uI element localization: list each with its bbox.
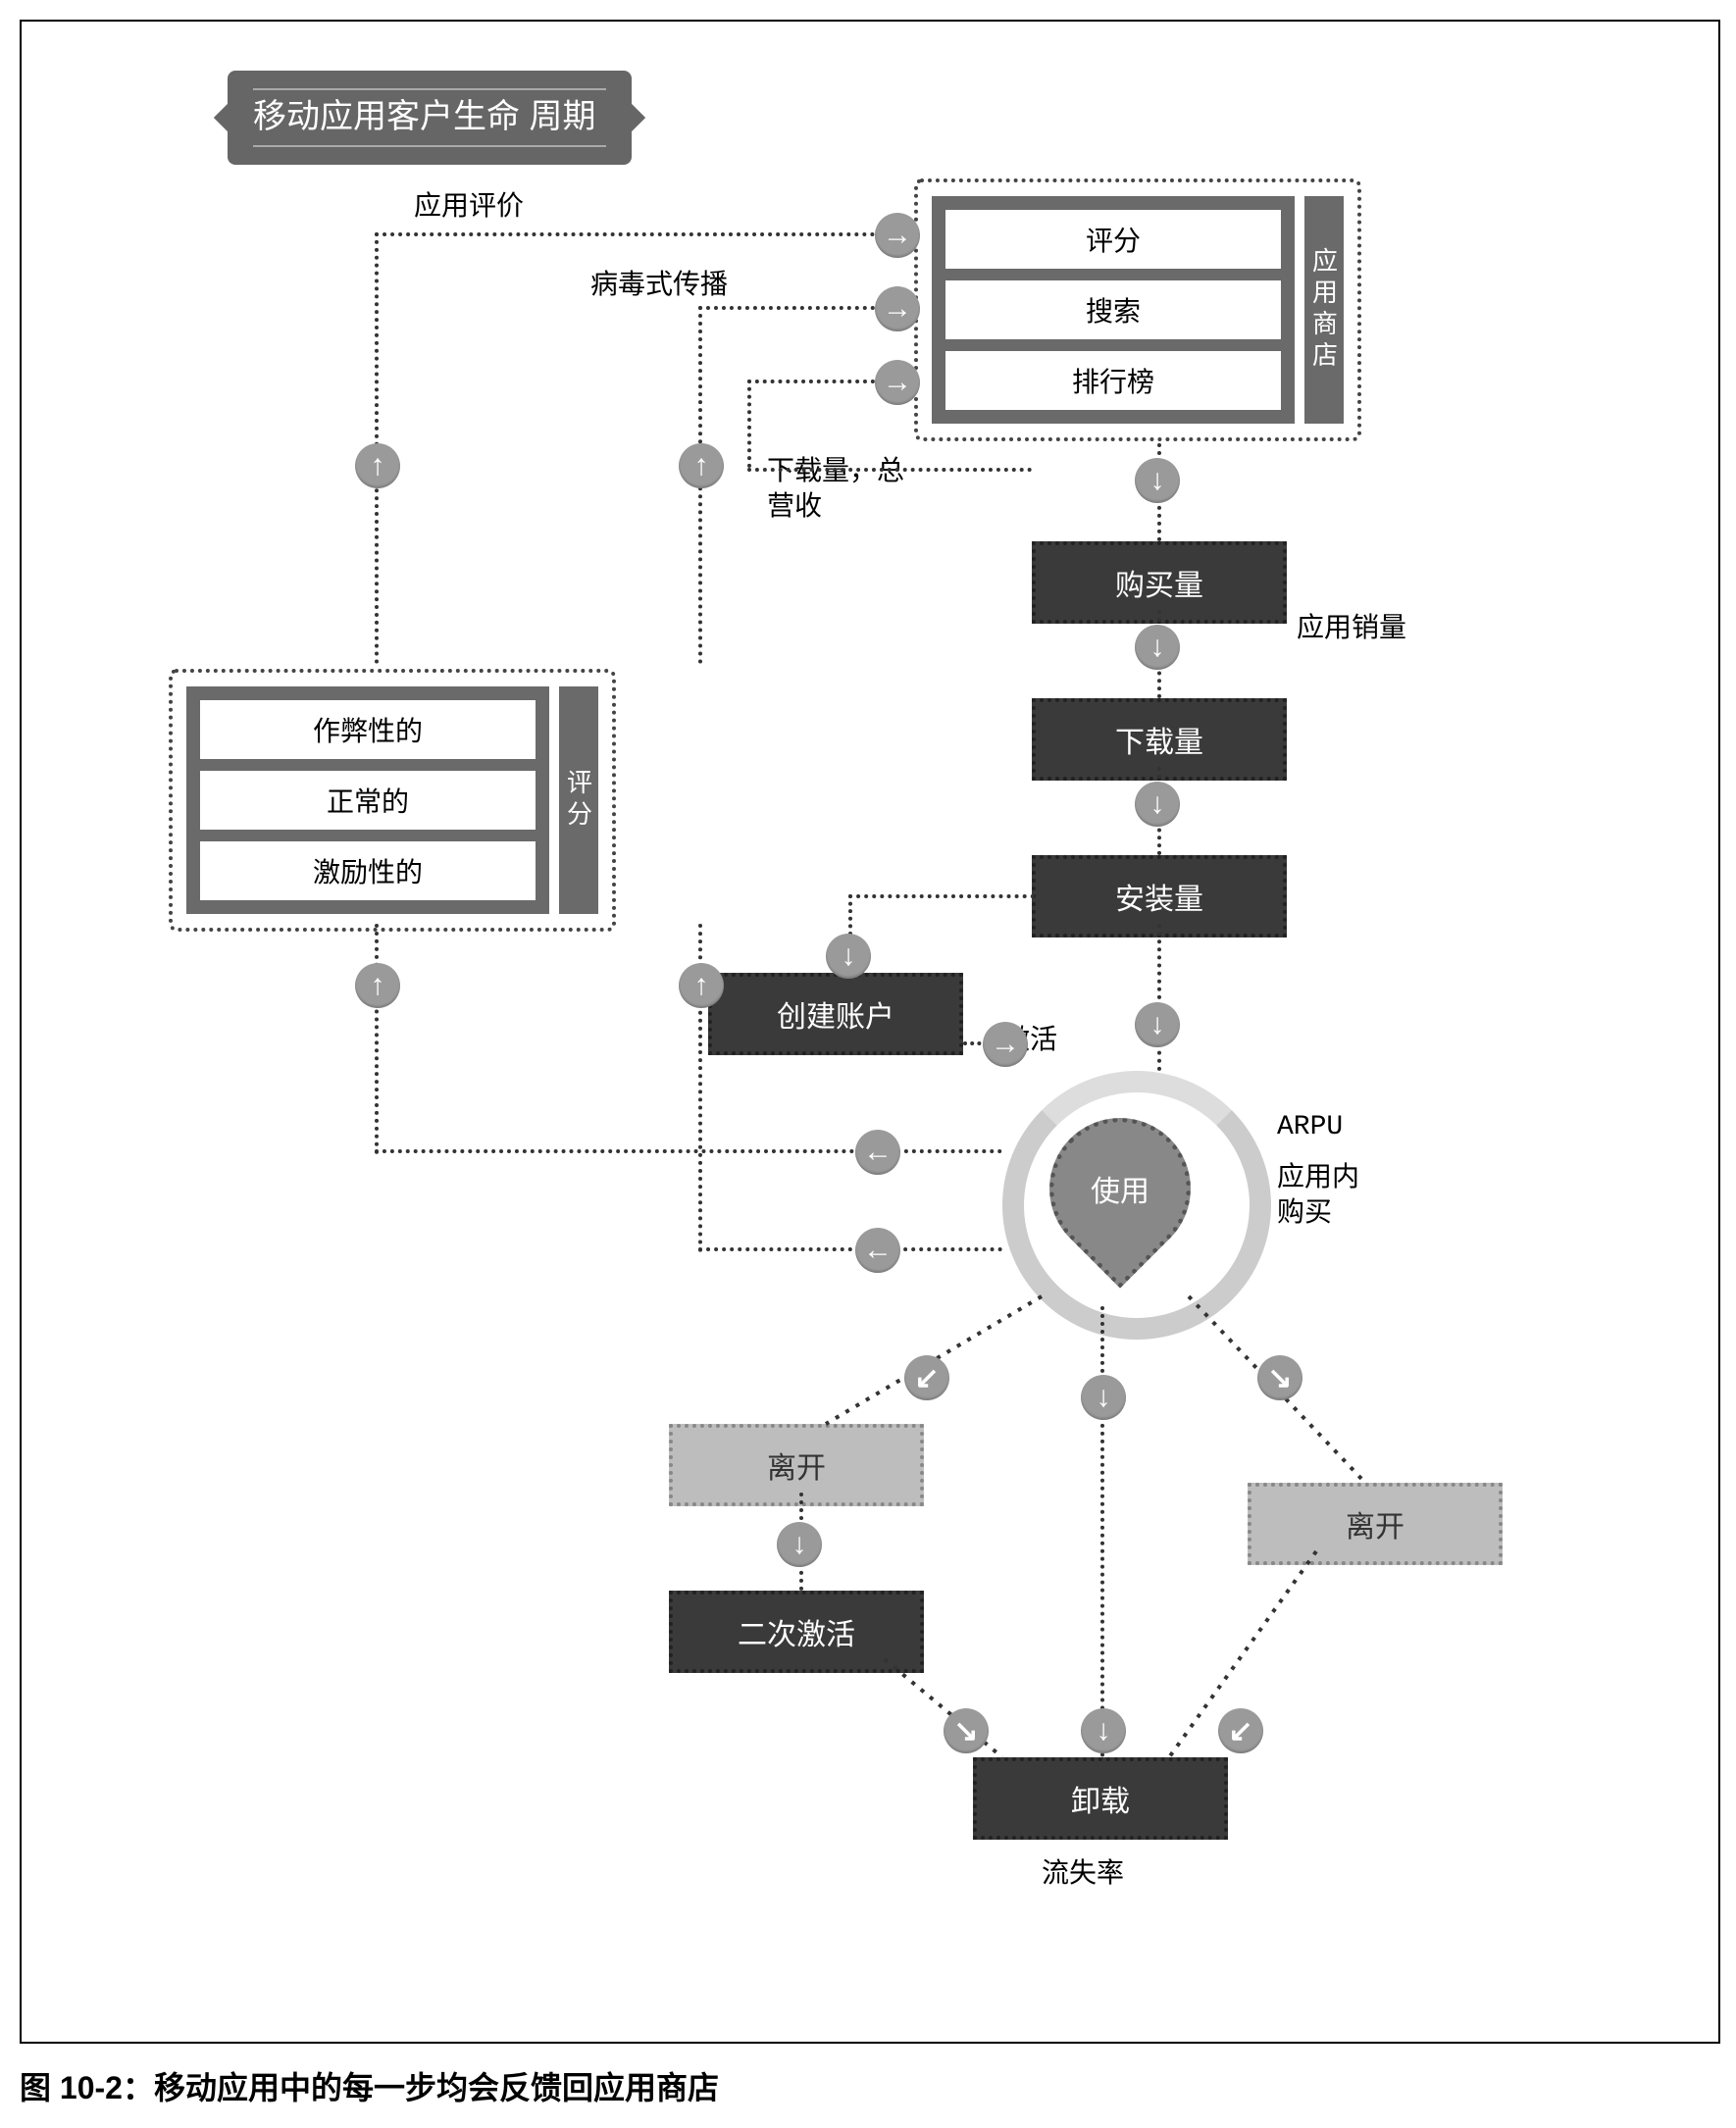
arrow-disc-install_left: ↓ (826, 934, 871, 979)
node-leave-left: 离开 (669, 1424, 924, 1506)
connector-segment (375, 924, 379, 1154)
app-store-panel: 评分 搜索 排行榜 应用商店 (914, 178, 1361, 441)
usage-loop: 使用 (1002, 1071, 1228, 1296)
connector-segment (1100, 1306, 1104, 1757)
arrow-disc-use_dc: ↓ (1081, 1375, 1126, 1420)
label-dl-rev: 下载量，总 营收 (767, 453, 904, 525)
connector-segment (747, 380, 875, 383)
app-store-slots: 评分 搜索 排行榜 (932, 196, 1295, 424)
arrow-disc-react_dr: ↘ (944, 1708, 989, 1753)
connector-segment (375, 232, 875, 236)
arrow-disc-rating_up3: ↑ (355, 443, 400, 488)
ratings-slots: 作弊性的 正常的 激励性的 (186, 686, 549, 914)
app-store-slot-ranking: 排行榜 (945, 351, 1281, 410)
diagram-canvas: 移动应用客户生命 周期 评分 搜索 排行榜 应用商店 作弊性的 正常的 激励性的… (20, 20, 1720, 2044)
arrow-disc-activate_r: → (983, 1022, 1028, 1067)
node-reactivate: 二次激活 (669, 1591, 924, 1673)
arrow-disc-purchase_down: ↓ (1135, 625, 1180, 670)
label-arpu: ARPU (1277, 1110, 1343, 1145)
arrow-disc-use_dr: ↘ (1257, 1355, 1302, 1400)
connector-segment (848, 894, 1035, 898)
label-app-review: 应用评价 (414, 188, 524, 224)
ratings-slot-normal: 正常的 (200, 771, 536, 830)
arrow-disc-install_down: ↓ (1135, 1002, 1180, 1047)
arrow-disc-into_store_1: → (875, 213, 920, 258)
title-text: 移动应用客户生命 周期 (253, 88, 606, 147)
arrow-disc-leave_l_down: ↓ (777, 1522, 822, 1567)
ratings-slot-cheat: 作弊性的 (200, 700, 536, 759)
caption-text: 移动应用中的每一步均会反馈回应用商店 (154, 2070, 719, 2105)
node-create-acct: 创建账户 (708, 973, 963, 1055)
connector-segment (747, 468, 1032, 472)
label-viral: 病毒式传播 (590, 267, 728, 302)
ratings-label: 评分 (559, 686, 598, 914)
connector-segment (375, 1149, 1002, 1153)
arrow-disc-into_store_2: → (875, 286, 920, 331)
ratings-panel: 作弊性的 正常的 激励性的 评分 (169, 669, 616, 932)
arrow-disc-store_down: ↓ (1135, 458, 1180, 503)
caption-prefix: 图 10-2： (20, 2070, 154, 2105)
connector-segment (1157, 924, 1161, 1071)
arrow-disc-usage_left2: ← (855, 1228, 900, 1273)
label-churn: 流失率 (1042, 1855, 1124, 1891)
ratings-slot-reward: 激励性的 (200, 841, 536, 900)
title-cartouche: 移动应用客户生命 周期 (228, 71, 632, 165)
connector-segment (698, 1247, 1002, 1251)
arrow-disc-usage_left1: ← (855, 1130, 900, 1175)
label-iap: 应用内 购买 (1277, 1159, 1359, 1231)
node-leave-right: 离开 (1248, 1483, 1503, 1565)
connector-segment (747, 380, 751, 468)
arrow-disc-rating_up1: ↑ (355, 963, 400, 1008)
app-store-label: 应用商店 (1304, 196, 1344, 424)
usage-label: 使用 (1091, 1167, 1149, 1210)
app-store-slot-rating: 评分 (945, 210, 1281, 269)
arrow-disc-download_down: ↓ (1135, 782, 1180, 827)
arrow-disc-leave_r_dl: ↙ (1218, 1708, 1263, 1753)
arrow-disc-into_store_3: → (875, 360, 920, 405)
node-uninstall: 卸载 (973, 1757, 1228, 1840)
figure-caption: 图 10-2：移动应用中的每一步均会反馈回应用商店 (20, 2063, 1716, 2108)
connector-segment (698, 306, 875, 310)
arrow-disc-use_dl: ↙ (904, 1355, 949, 1400)
arrow-disc-center_down: ↓ (1081, 1708, 1126, 1753)
arrow-disc-rating_up4: ↑ (679, 443, 724, 488)
app-store-slot-search: 搜索 (945, 280, 1281, 339)
arrow-disc-rating_up2: ↑ (679, 963, 724, 1008)
label-app-sales: 应用销量 (1297, 610, 1406, 645)
